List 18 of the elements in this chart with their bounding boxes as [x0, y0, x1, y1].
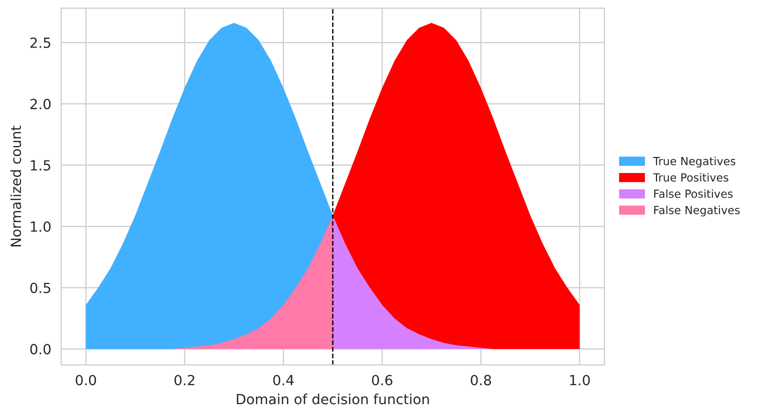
x-tick-label: 0.0 [76, 374, 96, 386]
y-axis-title: Normalized count [10, 126, 22, 246]
legend-label: False Positives [654, 189, 733, 198]
y-tick-label: 0.0 [30, 344, 51, 354]
x-axis-title: Domain of decision function [236, 394, 429, 404]
y-tick-label: 1.5 [30, 160, 50, 171]
x-tick-label: 0.4 [273, 374, 294, 386]
legend-label: True Positives [653, 173, 728, 182]
x-tick-label: 1.0 [570, 374, 590, 386]
x-tick-label: 0.8 [470, 374, 491, 386]
y-tick-label: 1.0 [30, 221, 51, 232]
x-tick-label: 0.2 [174, 374, 194, 386]
legend-label: True Negatives [653, 156, 736, 168]
legend-label: False Negatives [654, 206, 740, 216]
y-tick-label: 0.5 [30, 282, 50, 294]
y-tick-label: 2.0 [30, 98, 51, 110]
x-tick-label: 0.6 [372, 374, 392, 386]
y-tick-label: 2.5 [30, 37, 50, 48]
